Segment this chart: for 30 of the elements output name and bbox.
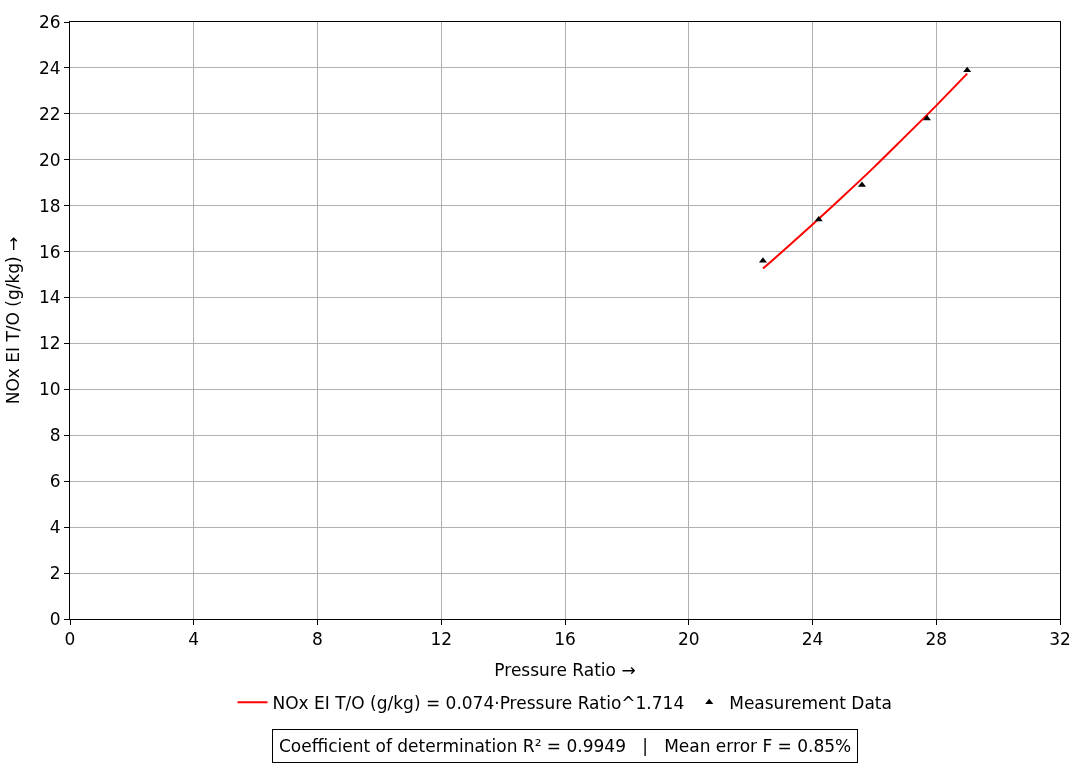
x-tick-label: 4	[188, 629, 200, 650]
x-axis-title: Pressure Ratio →	[494, 659, 636, 680]
point	[814, 215, 823, 222]
y-tick-label: 8	[49, 425, 61, 446]
x-tick-label: 12	[430, 629, 453, 650]
text: Coefficient of determination R² = 0.9949 | Mean error F = 0.85%	[279, 736, 852, 756]
y-tick-label: 6	[49, 471, 61, 492]
y-tick-label: 2	[49, 563, 61, 584]
y-tick-label: 26	[38, 11, 61, 32]
y-tick-label: 18	[38, 195, 61, 216]
y-tick-label: 12	[38, 333, 61, 354]
x-tick-label: 16	[554, 629, 576, 650]
x-tick-label: 20	[677, 629, 700, 650]
y-tick-label: 24	[38, 57, 61, 78]
y-tick-label: 4	[49, 517, 61, 538]
y-tick-label: 10	[38, 379, 61, 400]
y-axis-title: NOx EI T/O (g/kg) →	[2, 236, 23, 405]
y-tick-label: 0	[49, 608, 61, 629]
point	[922, 114, 932, 121]
legend-label: Measurement Data	[729, 692, 892, 713]
legend-label: NOx EI T/O (g/kg) = 0.074·Pressure Ratio^1.714	[272, 692, 685, 713]
x-tick-label: 24	[801, 629, 824, 650]
y-tick-label: 16	[38, 241, 61, 262]
x-tick-label: 0	[64, 629, 76, 650]
y-tick-label: 22	[38, 103, 61, 124]
y-tick-label: 14	[38, 287, 61, 308]
x-tick-label: 32	[1049, 629, 1071, 650]
x-tick-label: 8	[312, 629, 323, 650]
y-tick-label: 20	[38, 149, 61, 170]
x-tick-label: 28	[925, 629, 948, 650]
